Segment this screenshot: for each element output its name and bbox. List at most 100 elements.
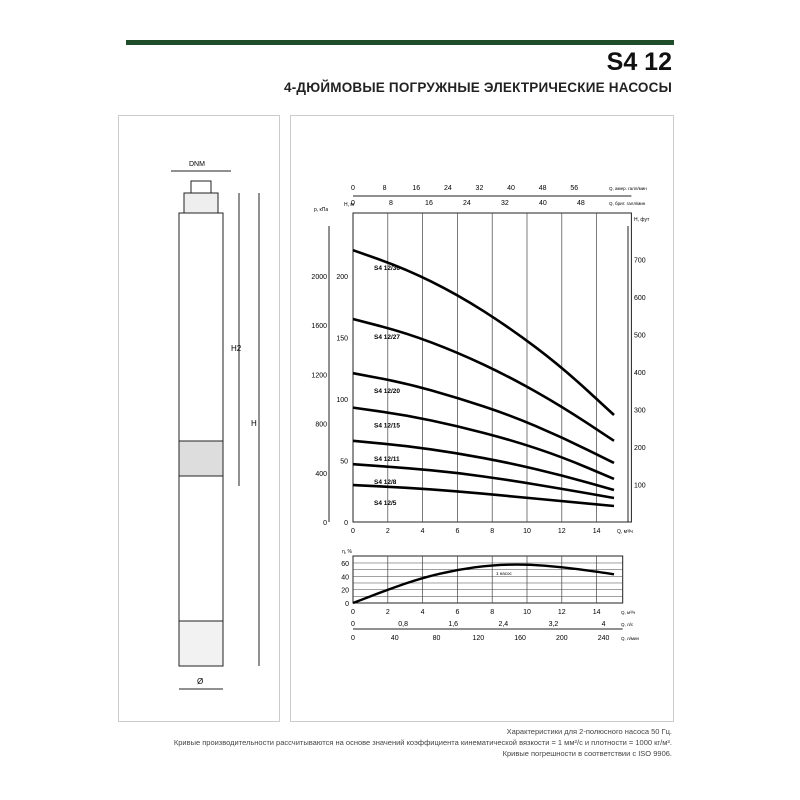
l-s-tick-label: 4	[602, 621, 606, 628]
us-gpm-tick-label: 16	[412, 185, 420, 192]
p-tick-label: 0	[323, 520, 327, 527]
ft-tick-label: 500	[634, 333, 646, 340]
pump-drawing-panel: DNM H2 H Ø	[118, 115, 280, 722]
x-tick-label: 8	[490, 528, 494, 535]
p-axis-label: p, кПа	[314, 207, 328, 213]
l-min-tick-label: 240	[598, 635, 610, 642]
curve-label: S4 12/27	[374, 334, 400, 341]
eff-y-tick-label: 0	[345, 601, 349, 608]
footnote-1: Характеристики для 2-полюсного насоса 50…	[506, 727, 672, 736]
l-s-tick-label: 0	[351, 621, 355, 628]
us-gpm-axis-label: Q, амер. галл/мин	[609, 186, 647, 191]
efficiency-curve-label: 1 насос	[496, 571, 513, 576]
efficiency-plot-frame	[352, 555, 624, 604]
imp-gpm-tick-label: 16	[425, 200, 433, 207]
l-min-tick-label: 80	[433, 635, 441, 642]
curve-label: S4 12/8	[374, 479, 397, 486]
us-gpm-tick-label: 0	[351, 185, 355, 192]
l-min-tick-label: 160	[514, 635, 526, 642]
y-axis-label: H, м	[344, 202, 354, 208]
curve-label: S4 12/15	[374, 423, 400, 430]
pump-curve-S4-12-8	[352, 462, 615, 500]
diameter-label: Ø	[197, 677, 203, 686]
x-tick-label: 6	[455, 528, 459, 535]
eff-x-tick-label: 8	[490, 609, 494, 616]
us-gpm-tick-label: 24	[444, 185, 452, 192]
curve-label: S4 12/20	[374, 388, 400, 395]
eff-x-tick-label: 12	[558, 609, 566, 616]
y-tick-label: 0	[344, 520, 348, 527]
l-min-axis-label: Q, л/мин	[621, 636, 639, 641]
header-bar	[126, 40, 674, 45]
imp-gpm-tick-label: 40	[539, 200, 547, 207]
pump-curve-S4-12-11	[352, 439, 615, 492]
eff-y-axis-label: η, %	[342, 549, 353, 555]
us-gpm-tick-label: 56	[570, 185, 578, 192]
ft-tick-label: 100	[634, 483, 646, 490]
x-tick-label: 0	[351, 528, 355, 535]
motor-base	[178, 620, 224, 667]
h-label: H	[251, 419, 257, 428]
pump-curve-S4-12-15	[352, 406, 615, 481]
motor-body	[178, 475, 224, 622]
eff-x-tick-label: 6	[455, 609, 459, 616]
y-tick-label: 200	[336, 274, 348, 281]
ft-axis-label: H, фут	[634, 217, 650, 223]
x-axis-label: Q, м³/ч	[617, 529, 633, 535]
y-tick-label: 50	[340, 459, 348, 466]
pump-head	[183, 192, 219, 214]
dnm-label: DNM	[189, 161, 205, 168]
eff-x-tick-label: 4	[421, 609, 425, 616]
eff-y-tick-label: 20	[341, 588, 349, 595]
discharge-outlet	[190, 180, 212, 194]
p-tick-label: 2000	[311, 274, 327, 281]
p-tick-label: 1200	[311, 372, 327, 379]
us-gpm-tick-label: 40	[507, 185, 515, 192]
eff-y-tick-label: 40	[341, 574, 349, 581]
p-tick-label: 400	[315, 471, 327, 478]
ft-tick-label: 600	[634, 295, 646, 302]
l-s-tick-label: 1,6	[448, 621, 458, 628]
x-tick-label: 2	[386, 528, 390, 535]
x-tick-label: 10	[523, 528, 531, 535]
curve-label: S4 12/5	[374, 500, 397, 507]
h2-label: H2	[231, 344, 242, 353]
pump-curve-S4-12-36	[352, 248, 615, 416]
l-s-axis-label: Q, л/с	[621, 622, 634, 627]
page-subtitle: 4-ДЮЙМОВЫЕ ПОГРУЖНЫЕ ЭЛЕКТРИЧЕСКИЕ НАСОС…	[284, 80, 672, 95]
intake-screen	[178, 440, 224, 477]
eff-x-tick-label: 10	[523, 609, 531, 616]
imp-gpm-tick-label: 8	[389, 200, 393, 207]
x-tick-label: 4	[421, 528, 425, 535]
l-s-tick-label: 2,4	[498, 621, 508, 628]
imp-gpm-axis-label: Q, брит. галл/мин	[609, 201, 646, 206]
imp-gpm-tick-label: 0	[351, 200, 355, 207]
imp-gpm-tick-label: 32	[501, 200, 509, 207]
l-s-tick-label: 3,2	[549, 621, 559, 628]
eff-x-tick-label: 0	[351, 609, 355, 616]
l-min-tick-label: 120	[472, 635, 484, 642]
chart-panel: 0 2 4 6 8 10 12 14 Q, м³/ч 0 50 100 150 200 H, м 0 400 80…	[290, 115, 674, 722]
l-s-tick-label: 0,8	[398, 621, 408, 628]
us-gpm-tick-label: 8	[383, 185, 387, 192]
efficiency-curve	[352, 563, 615, 605]
us-gpm-tick-label: 48	[539, 185, 547, 192]
y-tick-label: 150	[336, 336, 348, 343]
pump-curve-S4-12-27	[352, 317, 615, 442]
curve-label: S4 12/11	[374, 456, 400, 463]
imp-gpm-tick-label: 24	[463, 200, 471, 207]
x-tick-label: 14	[593, 528, 601, 535]
us-gpm-tick-label: 32	[476, 185, 484, 192]
p-tick-label: 1600	[311, 323, 327, 330]
p-tick-label: 800	[315, 422, 327, 429]
footnote-2: Кривые производительности рассчитываются…	[173, 738, 672, 747]
ft-tick-label: 400	[634, 370, 646, 377]
eff-x-tick-label: 14	[593, 609, 601, 616]
eff-x-axis-label: Q, м³/ч	[621, 610, 636, 615]
eff-x-tick-label: 2	[386, 609, 390, 616]
pump-body	[178, 212, 224, 442]
ft-tick-label: 300	[634, 408, 646, 415]
l-min-tick-label: 0	[351, 635, 355, 642]
curve-label: S4 12/36	[374, 265, 400, 272]
